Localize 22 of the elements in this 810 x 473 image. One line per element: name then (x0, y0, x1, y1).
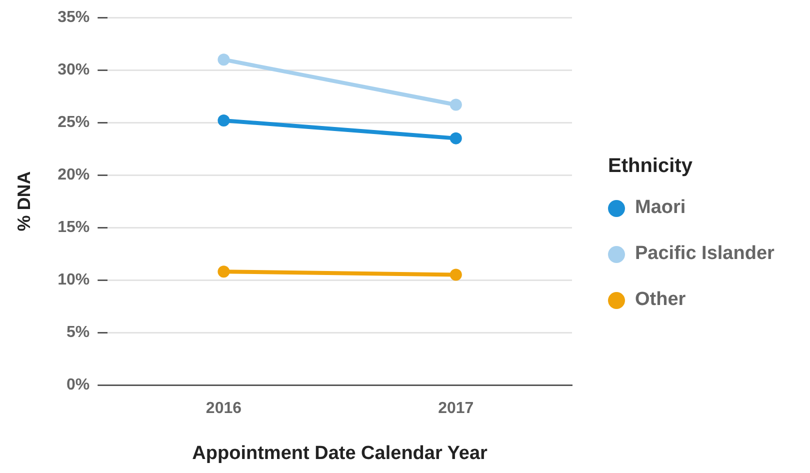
point (450, 268, 462, 281)
y-tick-label: 25% (58, 114, 90, 131)
y-tick-label: 35% (58, 9, 90, 26)
legend-title: Ethnicity (608, 155, 694, 178)
y-axis-title: % DNA (14, 171, 34, 232)
point (218, 54, 230, 66)
point (450, 132, 462, 144)
x-tick-label: 2016 (206, 400, 242, 418)
legend-label: Maori (635, 197, 686, 219)
legend-label: Other (635, 289, 686, 311)
point (218, 266, 230, 278)
x-tick-label: 2017 (438, 400, 474, 418)
point (450, 98, 462, 111)
y-tick-label: 0% (66, 376, 90, 394)
y-tick-label: 10% (58, 271, 90, 288)
y-tick-label: 20% (58, 166, 90, 184)
y-tick-label: 15% (58, 218, 90, 236)
y-tick-label: 30% (58, 61, 90, 78)
legend-label: Pacific Islander (635, 243, 774, 265)
y-tick-label: 5% (66, 324, 90, 341)
point (218, 114, 230, 126)
x-axis-title: Appointment Date Calendar Year (192, 442, 488, 464)
